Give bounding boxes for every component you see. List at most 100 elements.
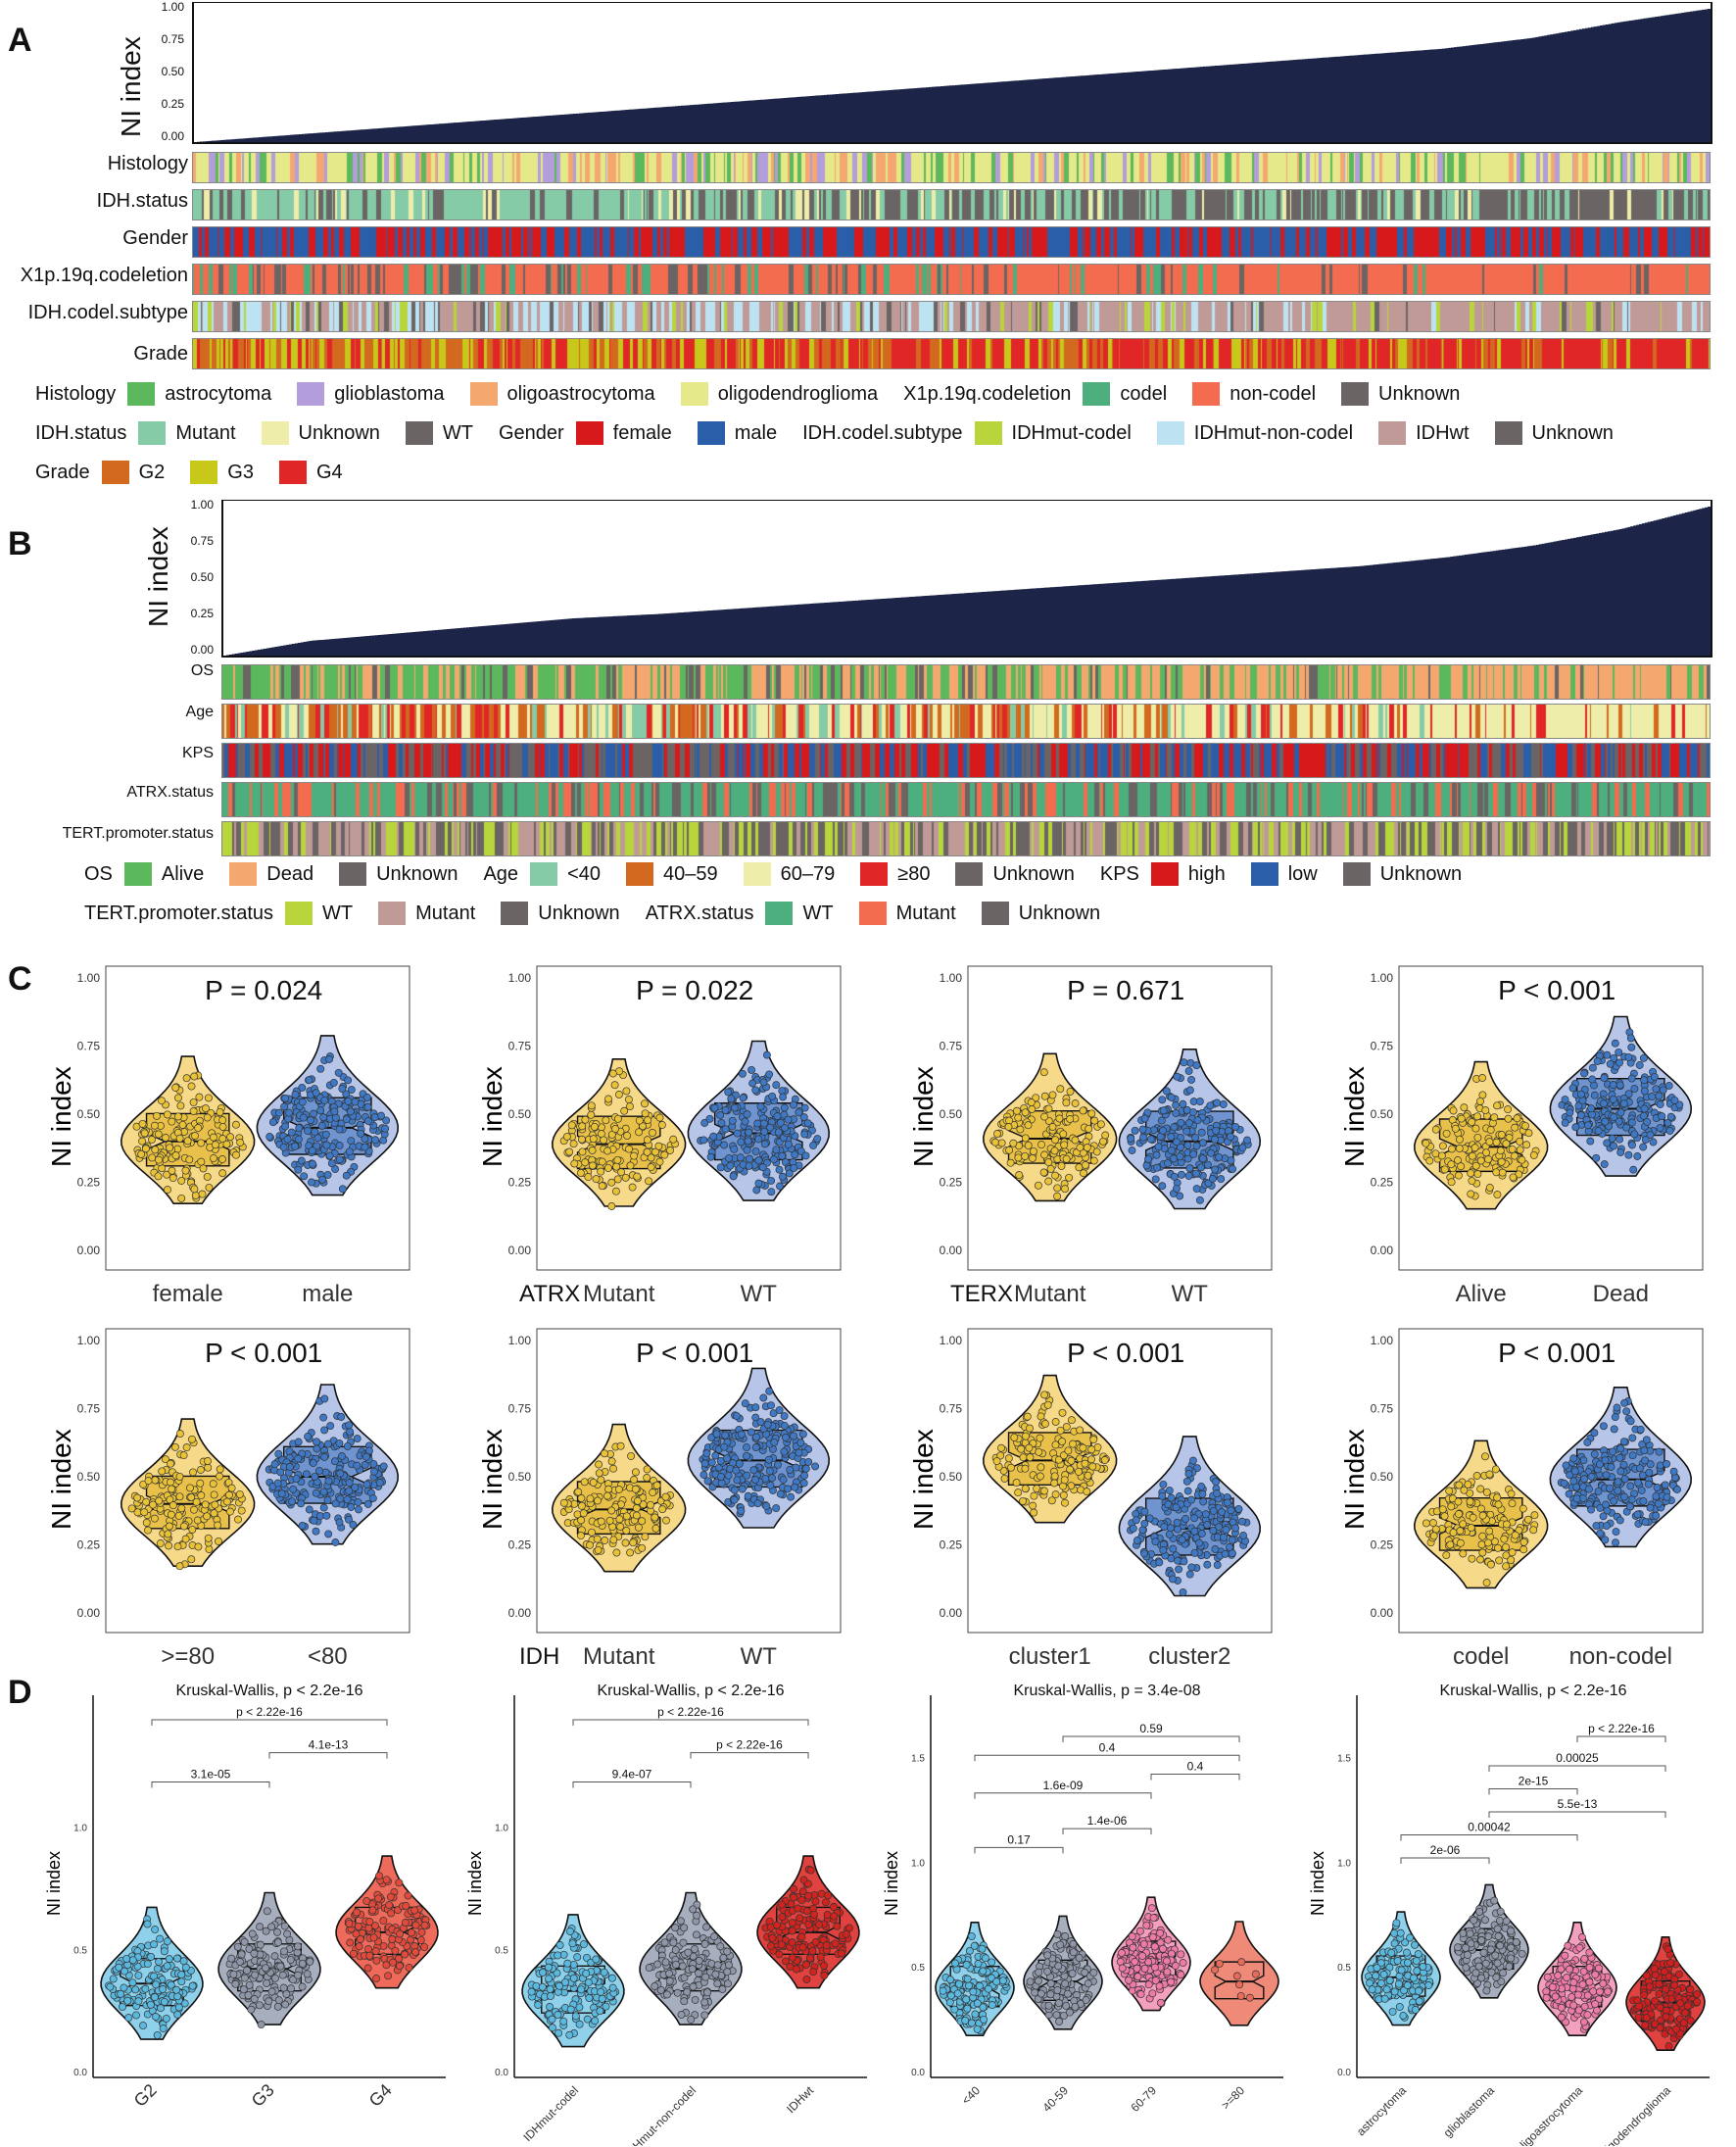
comparison-bracket	[974, 1792, 1152, 1799]
data-point	[1622, 1123, 1631, 1132]
data-point	[842, 1929, 850, 1938]
data-point	[158, 1097, 166, 1105]
data-point	[369, 1467, 378, 1476]
data-point	[1021, 1134, 1030, 1143]
data-point	[1087, 1109, 1096, 1118]
data-point	[162, 1134, 169, 1142]
data-point	[945, 1998, 954, 2007]
legend-swatch	[285, 902, 313, 925]
data-point	[610, 1081, 619, 1090]
data-point	[798, 1430, 807, 1439]
data-point	[1485, 1138, 1494, 1147]
data-point	[699, 1136, 708, 1145]
data-point	[1197, 1530, 1206, 1537]
data-point	[174, 2003, 183, 2012]
data-point	[205, 1183, 214, 1192]
data-point	[1021, 1464, 1030, 1473]
data-point	[794, 1904, 802, 1913]
data-point	[666, 1147, 674, 1154]
data-point	[1615, 1516, 1624, 1525]
data-point	[1609, 1447, 1616, 1456]
data-point	[643, 1474, 651, 1482]
data-point	[643, 1136, 651, 1145]
legend-swatch	[190, 461, 218, 484]
legend-swatch	[955, 862, 984, 886]
data-point	[1019, 1453, 1028, 1462]
data-point	[165, 1541, 173, 1550]
comparison-bracket	[974, 1846, 1064, 1854]
data-point	[762, 1501, 771, 1510]
data-point	[396, 1929, 405, 1938]
data-point	[759, 1393, 768, 1402]
data-point	[1451, 1124, 1460, 1133]
data-point	[1050, 1472, 1059, 1481]
data-point	[1159, 1480, 1168, 1488]
data-point	[395, 1879, 404, 1887]
data-point	[602, 1116, 610, 1125]
data-point	[1053, 1184, 1062, 1193]
data-point	[1167, 1133, 1176, 1142]
comparison-bracket	[151, 1719, 388, 1726]
data-point	[662, 1990, 671, 1999]
data-point	[809, 1141, 818, 1149]
data-point	[820, 1972, 829, 1979]
panel-a-tick: 1.00	[161, 0, 184, 14]
data-point	[149, 1500, 158, 1509]
comparison-p-value: 0.4	[1099, 1740, 1116, 1754]
data-point	[240, 1974, 249, 1982]
data-point	[153, 1965, 162, 1974]
data-point	[322, 1511, 331, 1520]
data-point	[782, 1957, 790, 1966]
data-point	[710, 1103, 719, 1112]
data-point	[1620, 1492, 1628, 1501]
data-point	[1518, 1155, 1526, 1164]
data-point	[780, 1103, 789, 1112]
data-point	[973, 2025, 982, 2033]
data-point	[342, 1090, 351, 1098]
data-point	[997, 1443, 1005, 1452]
data-point	[156, 1539, 165, 1547]
data-point	[601, 1449, 608, 1458]
panel-b-bars	[223, 507, 1711, 656]
data-point	[1639, 1497, 1648, 1505]
data-point	[1519, 1504, 1527, 1513]
data-point	[362, 1480, 371, 1488]
data-point	[1165, 1530, 1174, 1538]
data-point	[324, 1530, 333, 1538]
legend-label: WT	[442, 421, 473, 444]
data-point	[1587, 1104, 1596, 1113]
y-tick-label: 1.0	[495, 1824, 508, 1834]
y-axis-label: NI index	[1308, 1851, 1327, 1916]
data-point	[575, 2020, 584, 2028]
group-label: 60-79	[1129, 2083, 1160, 2115]
data-point	[310, 1109, 318, 1118]
data-point	[1599, 1422, 1608, 1431]
data-point	[534, 2001, 543, 2009]
data-point	[1485, 1527, 1494, 1536]
data-point	[1486, 1560, 1495, 1569]
data-point	[776, 1118, 785, 1127]
data-point	[713, 1979, 722, 1988]
data-point	[555, 2028, 563, 2037]
data-point	[587, 1101, 596, 1110]
data-point	[163, 1937, 171, 1946]
data-point	[1481, 1106, 1490, 1115]
data-point	[1636, 1425, 1645, 1434]
data-point	[175, 1562, 184, 1571]
data-point	[1666, 1112, 1675, 1121]
data-point	[210, 1154, 217, 1162]
data-point	[598, 1182, 606, 1191]
data-point	[1412, 1957, 1421, 1966]
y-tick-label: 0.75	[1371, 1040, 1394, 1053]
data-point	[647, 1163, 655, 1172]
data-point	[179, 1957, 188, 1966]
data-point	[1643, 1117, 1652, 1126]
data-point	[1614, 1487, 1622, 1495]
data-point	[653, 1960, 662, 1969]
data-point	[1030, 1508, 1038, 1517]
data-point	[294, 1165, 303, 1174]
comparison-bracket	[1150, 1774, 1240, 1781]
data-point	[416, 1935, 425, 1944]
data-point	[1075, 1163, 1084, 1172]
